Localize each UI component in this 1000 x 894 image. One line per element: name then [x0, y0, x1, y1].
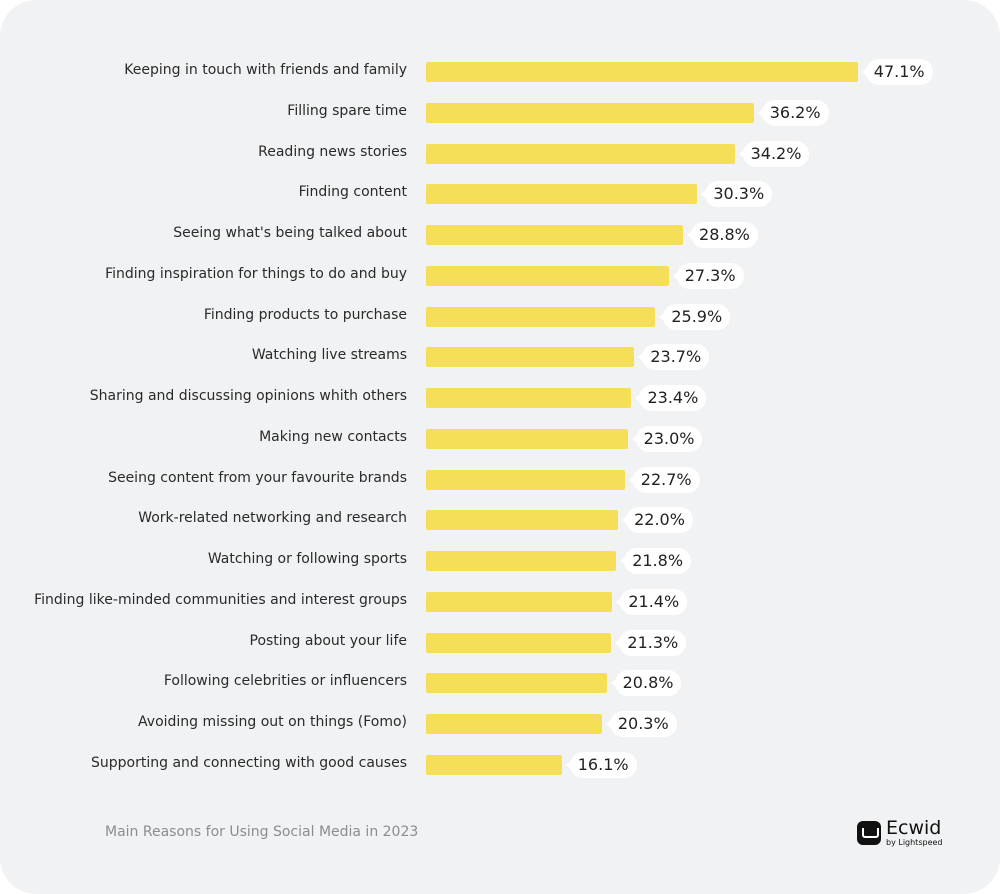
data-label: 22.7% — [628, 466, 700, 493]
bar — [426, 265, 669, 286]
bar-row: Finding inspiration for things to do and… — [0, 261, 1000, 291]
data-label: 27.3% — [672, 262, 744, 289]
bar-row: Posting about your life 21.3% — [0, 628, 1000, 658]
category-label: Following celebrities or influencers — [163, 673, 407, 690]
bar-row: Avoiding missing out on things (Fomo) 20.… — [0, 709, 1000, 739]
bar-row: Sharing and discussing opinions whith ot… — [0, 383, 1000, 413]
logo-sub: by Lightspeed — [886, 838, 943, 847]
data-label: 23.0% — [631, 425, 703, 452]
bar-row: Seeing content from your favourite brand… — [0, 465, 1000, 495]
bar — [426, 551, 617, 571]
category-label: Finding content — [298, 184, 407, 201]
bar-row: Finding products to purchase 25.9% — [0, 302, 1000, 332]
bar — [426, 469, 625, 490]
category-label: Finding like-minded communities and inte… — [34, 591, 407, 608]
category-label: Sharing and discussing opinions whith ot… — [89, 388, 407, 404]
bar-row: Supporting and connecting with good caus… — [0, 750, 1000, 780]
data-label: 21.8% — [620, 548, 692, 574]
category-label: Seeing what's being talked about — [173, 225, 407, 241]
logo-name: Ecwid — [886, 817, 942, 839]
bar — [426, 591, 613, 612]
bar-row: Keeping in touch with friends and family… — [0, 57, 1000, 87]
bar — [426, 714, 602, 734]
data-label: 47.1% — [861, 59, 933, 85]
bar — [426, 632, 612, 653]
category-label: Work-related networking and research — [138, 510, 407, 527]
category-label: Supporting and connecting with good caus… — [91, 754, 407, 771]
data-label: 21.3% — [615, 629, 687, 656]
bar — [426, 62, 858, 82]
bar — [426, 754, 562, 775]
bar — [426, 388, 632, 408]
bar-row: Work-related networking and research 22.0… — [0, 505, 1000, 535]
data-label: 23.4% — [635, 385, 707, 411]
data-label: 21.4% — [616, 588, 688, 615]
bar — [426, 306, 656, 327]
bar — [426, 143, 735, 164]
bar-row: Reading news stories 34.2% — [0, 139, 1000, 169]
category-label: Filling spare time — [287, 102, 407, 119]
bar — [426, 184, 698, 205]
bar — [426, 102, 754, 123]
bar-row: Following celebrities or influencers 20.8… — [0, 668, 1000, 698]
data-label: 25.9% — [659, 303, 731, 330]
data-label: 30.3% — [701, 181, 773, 208]
bar — [426, 510, 619, 531]
bar-row: Finding like-minded communities and inte… — [0, 587, 1000, 617]
bar — [426, 673, 607, 694]
category-label: Reading news stories — [258, 143, 407, 160]
bar-row: Filling spare time 36.2% — [0, 98, 1000, 128]
bar-row: Making new contacts 23.0% — [0, 424, 1000, 454]
data-label: 16.1% — [565, 751, 637, 778]
bar — [426, 225, 684, 245]
bar — [426, 347, 635, 368]
data-label: 28.8% — [687, 222, 758, 248]
category-label: Seeing content from your favourite brand… — [108, 469, 407, 486]
data-label: 20.8% — [610, 670, 682, 697]
category-label: Posting about your life — [249, 632, 408, 649]
bar-row: Watching or following sports 21.8% — [0, 546, 1000, 576]
data-label: 36.2% — [757, 99, 829, 126]
data-label: 34.2% — [738, 140, 810, 167]
bar — [426, 428, 628, 449]
shopping-cart-icon — [857, 821, 881, 845]
category-label: Making new contacts — [259, 428, 407, 445]
category-label: Watching live streams — [251, 347, 407, 364]
bar-row: Finding content 30.3% — [0, 179, 1000, 209]
data-label: 20.3% — [605, 711, 677, 737]
data-label: 22.0% — [622, 507, 693, 534]
bar-row: Seeing what's being talked about 28.8% — [0, 220, 1000, 250]
category-label: Finding products to purchase — [203, 306, 407, 323]
category-label: Finding inspiration for things to do and… — [105, 265, 407, 282]
category-label: Keeping in touch with friends and family — [124, 62, 407, 78]
ecwid-logo: Ecwid by Lightspeed — [857, 819, 943, 847]
data-label: 23.7% — [638, 344, 710, 371]
chart-caption: Main Reasons for Using Social Media in 2… — [105, 824, 419, 840]
category-label: Avoiding missing out on things (Fomo) — [138, 714, 407, 730]
category-label: Watching or following sports — [207, 551, 407, 567]
bar-row: Watching live streams 23.7% — [0, 342, 1000, 372]
